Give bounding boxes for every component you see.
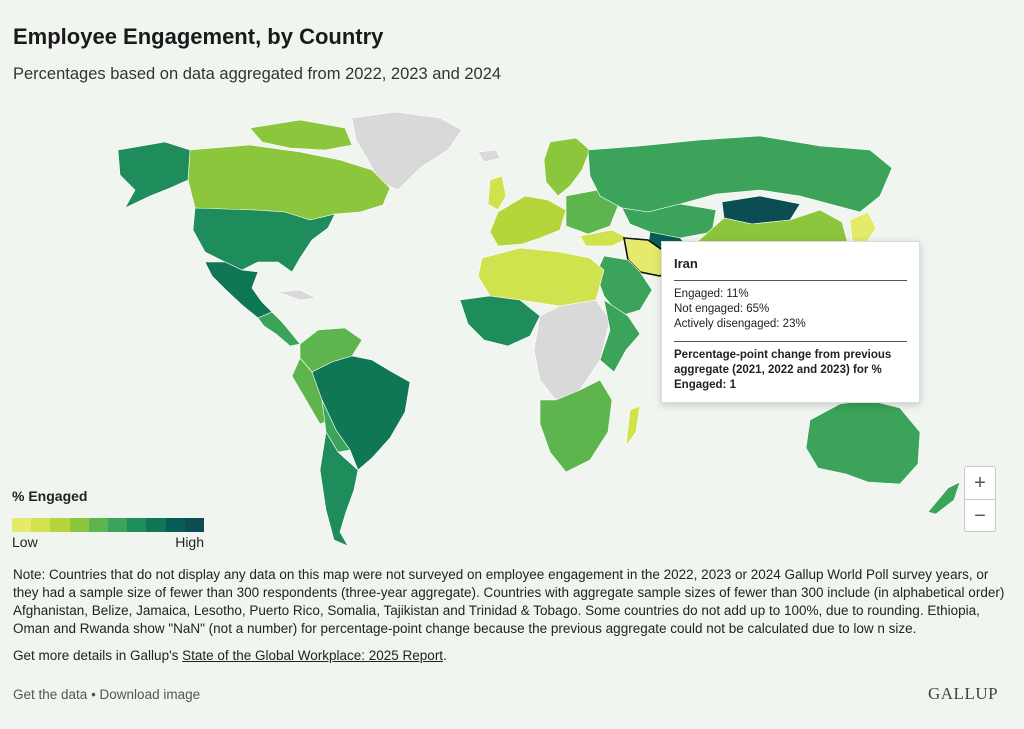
world-map-svg [117,111,961,547]
legend-swatch [50,518,70,532]
country-alaska[interactable] [117,141,191,209]
legend-swatch [146,518,166,532]
legend-swatch [88,518,109,532]
country-uk[interactable] [487,175,507,211]
country-tooltip: Iran Engaged: 11% Not engaged: 65% Activ… [661,241,920,403]
country-canada-islands[interactable] [249,119,353,151]
legend: % Engaged Low High [12,488,212,550]
country-united-states[interactable] [192,207,336,273]
legend-swatch [127,518,147,532]
country-bolivia[interactable] [321,399,351,453]
country-western-europe[interactable] [489,195,567,247]
country-japan[interactable] [849,211,877,247]
legend-title: % Engaged [12,488,88,504]
zoom-out-button[interactable]: − [974,505,986,527]
country-greenland[interactable] [351,111,463,191]
tooltip-not-engaged: Not engaged: 65% [674,303,770,315]
footnote: Note: Countries that do not display any … [13,567,1005,636]
legend-swatch [108,518,128,532]
download-image-link[interactable]: Download image [99,687,201,702]
more-details: Get more details in Gallup's State of th… [13,648,447,663]
legend-swatch [31,518,51,532]
tooltip-engaged: Engaged: 11% [674,288,749,300]
tooltip-change: Percentage-point change from previous ag… [674,349,892,391]
country-turkey[interactable] [579,229,629,247]
legend-swatch [69,518,89,532]
tooltip-country-name: Iran [674,256,698,271]
world-map[interactable] [0,100,1024,560]
footer-separator: • [87,687,100,702]
country-east-africa[interactable] [599,299,641,373]
legend-high-label: High [175,534,204,550]
country-argentina-chile[interactable] [319,431,359,547]
zoom-in-button[interactable]: + [965,467,995,500]
country-scandinavia[interactable] [543,137,591,197]
more-details-prefix: Get more details in Gallup's [13,648,183,663]
country-central-africa[interactable] [533,299,611,401]
country-central-america[interactable] [257,311,301,347]
more-details-suffix: . [443,648,447,663]
country-west-africa[interactable] [459,295,541,347]
get-data-link[interactable]: Get the data [13,687,88,702]
report-link[interactable]: State of the Global Workplace: 2025 Repo… [182,648,444,663]
country-new-zealand[interactable] [927,481,961,515]
chart-subtitle: Percentages based on data aggregated fro… [13,65,502,83]
legend-swatch [12,518,32,532]
country-iceland[interactable] [477,149,501,163]
gallup-logo: GALLUP [928,684,999,703]
tooltip-actively-disengaged: Actively disengaged: 23% [674,318,806,330]
country-southern-africa[interactable] [539,379,613,473]
legend-swatch [184,518,205,532]
country-madagascar[interactable] [625,405,641,448]
country-mexico[interactable] [204,261,273,319]
legend-swatch [165,518,185,532]
legend-low-label: Low [12,534,38,550]
zoom-controls: + − [964,466,996,532]
country-australia[interactable] [805,399,921,485]
legend-color-bar [12,518,205,532]
country-cuba[interactable] [277,289,318,301]
chart-title: Employee Engagement, by Country [13,24,384,49]
tooltip-divider [674,280,907,281]
footer-links: Get the data • Download image [13,687,200,702]
tooltip-divider [674,341,907,342]
